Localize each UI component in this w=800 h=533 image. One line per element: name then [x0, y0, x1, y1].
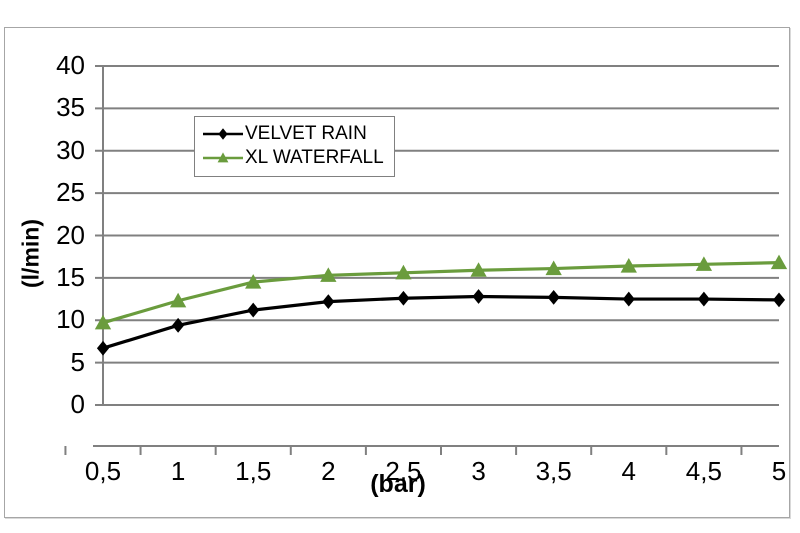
series-line-velvet-rain — [101, 294, 781, 350]
data-point — [247, 302, 260, 318]
data-point — [397, 290, 410, 306]
x-tick-label-2: 2 — [321, 456, 336, 486]
data-point — [320, 267, 337, 282]
data-point — [169, 292, 187, 308]
legend-item-xl-waterfall: XL WATERFALL — [203, 146, 384, 170]
y-tick-label-20: 20 — [56, 219, 85, 250]
data-point — [96, 340, 110, 356]
data-point — [245, 274, 262, 289]
x-tick-label-3,5: 3,5 — [535, 456, 572, 486]
legend-marker-xl-waterfall — [203, 152, 243, 163]
y-tick-label-5: 5 — [70, 346, 85, 377]
data-point — [545, 260, 562, 276]
y-axis-title: (l/min) — [17, 219, 44, 288]
legend-label-xl-waterfall: XL WATERFALL — [245, 147, 384, 168]
y-tick-label-15: 15 — [56, 261, 85, 292]
data-point — [772, 292, 786, 308]
chart-canvas — [64, 65, 788, 455]
data-point — [547, 289, 560, 305]
x-tick-label-5: 5 — [771, 456, 787, 486]
data-point — [322, 294, 335, 310]
data-point — [770, 254, 788, 270]
x-tick-label-4,5: 4,5 — [685, 456, 722, 486]
data-point — [622, 291, 635, 307]
chart-legend: VELVET RAIN XL WATERFALL — [194, 116, 395, 177]
plot-area: 40 35 30 25 20 15 10 5 0 0,5 1 1,5 2 2,5 3 3,5 4 4,5 5 (l… — [5, 28, 791, 519]
y-tick-label-35: 35 — [56, 92, 85, 123]
x-tick-label-4: 4 — [621, 456, 636, 486]
data-point — [172, 317, 185, 333]
data-point — [94, 314, 112, 330]
data-point — [620, 258, 637, 273]
y-tick-label-40: 40 — [56, 50, 85, 80]
legend-item-velvet-rain: VELVET RAIN — [203, 122, 384, 146]
x-tick-label-1,5: 1,5 — [235, 456, 272, 486]
series-group — [94, 254, 788, 356]
x-tick-label-2,5: 2,5 — [385, 456, 422, 486]
x-tick-marks-group — [64, 446, 743, 455]
chart-frame: 40 35 30 25 20 15 10 5 0 0,5 1 1,5 2 2,5 3 3,5 4 4,5 5 (l… — [4, 27, 790, 518]
y-tick-label-25: 25 — [56, 177, 85, 208]
data-point — [472, 289, 485, 304]
y-tick-label-0: 0 — [70, 389, 85, 419]
y-tick-label-30: 30 — [56, 134, 85, 165]
data-point — [697, 291, 710, 307]
x-tick-label-0,5: 0,5 — [84, 456, 122, 486]
y-tick-label-10: 10 — [56, 304, 85, 335]
x-tick-label-3: 3 — [471, 456, 486, 486]
data-point — [395, 264, 412, 280]
legend-marker-velvet-rain — [203, 128, 243, 140]
data-point — [470, 262, 487, 277]
x-axis-title: (bar) — [370, 470, 426, 498]
series-line-xl-waterfall — [101, 261, 781, 325]
x-tick-label-1: 1 — [170, 456, 186, 486]
legend-label-velvet-rain: VELVET RAIN — [245, 123, 367, 144]
data-point — [695, 256, 713, 271]
